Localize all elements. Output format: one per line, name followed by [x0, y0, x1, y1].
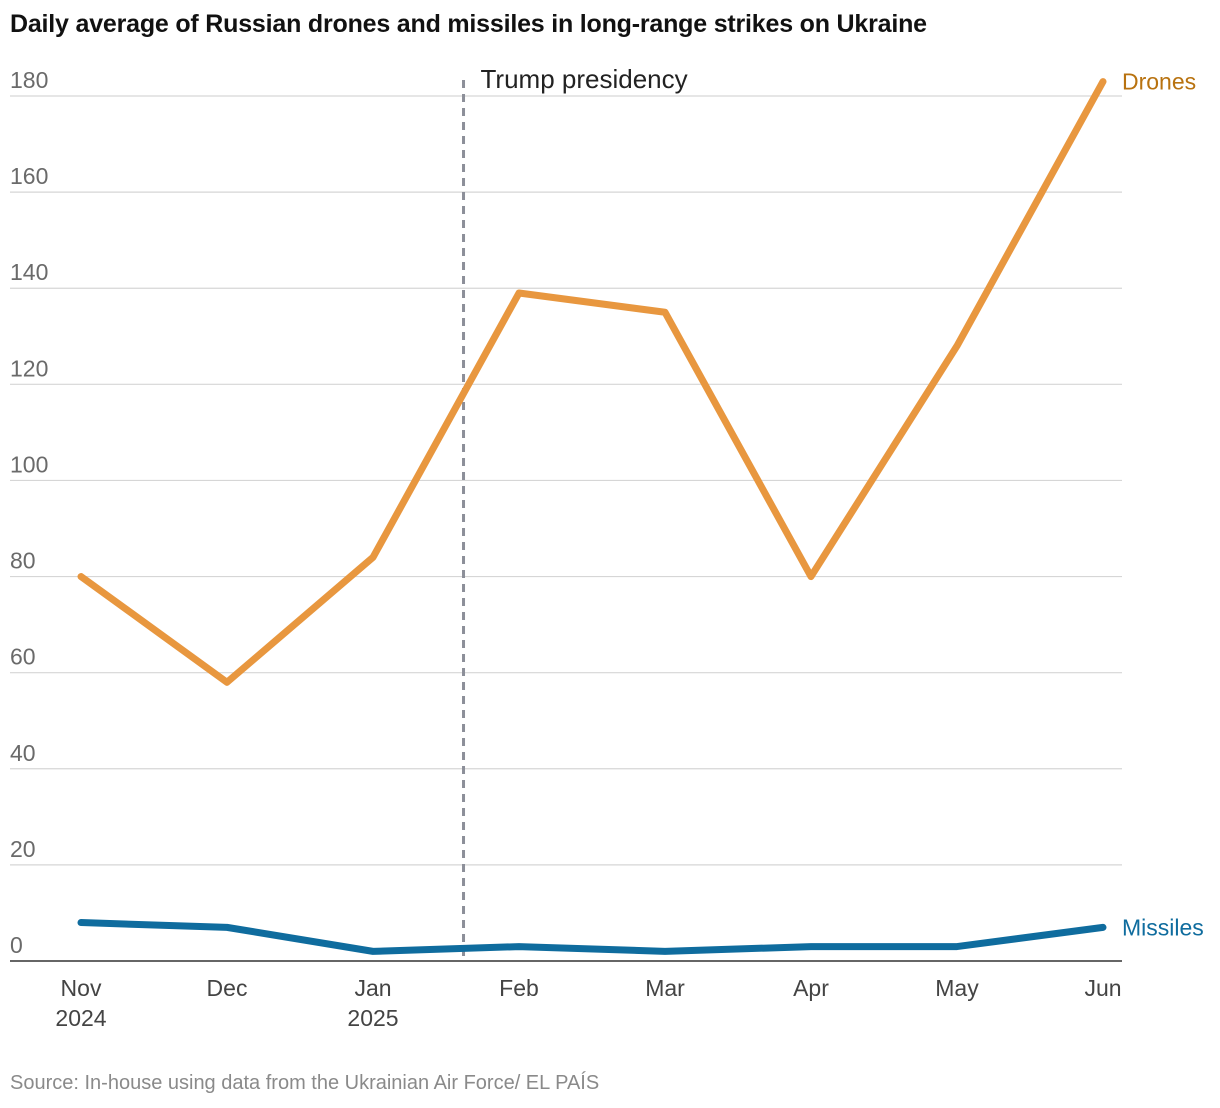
x-tick-label: Nov	[61, 975, 102, 1001]
y-tick-label: 160	[10, 163, 48, 189]
x-tick-year-label: 2025	[347, 1005, 398, 1031]
y-tick-label: 40	[10, 740, 36, 766]
x-tick-label: Dec	[207, 975, 248, 1001]
x-tick-label: Jan	[354, 975, 391, 1001]
annotation-layer: Trump presidency	[462, 64, 688, 961]
y-tick-label: 100	[10, 451, 48, 477]
grid-lines	[10, 95, 1122, 962]
series-line-drones	[77, 78, 1107, 686]
y-tick-label: 0	[10, 932, 23, 958]
x-tick-label: Apr	[793, 975, 829, 1001]
series-line-missiles	[77, 919, 1107, 955]
annotation-label: Trump presidency	[481, 64, 688, 94]
chart-title: Daily average of Russian drones and miss…	[10, 10, 927, 38]
series-label-drones: Drones	[1122, 69, 1196, 95]
series-label-missiles: Missiles	[1122, 914, 1204, 940]
x-tick-label: Jun	[1084, 975, 1121, 1001]
x-tick-year-label: 2024	[55, 1005, 106, 1031]
x-tick-label: Feb	[499, 975, 539, 1001]
y-tick-label: 140	[10, 259, 48, 285]
y-tick-label: 120	[10, 355, 48, 381]
x-tick-label: Mar	[645, 975, 685, 1001]
y-tick-label: 80	[10, 548, 36, 574]
x-tick-label: May	[935, 975, 979, 1001]
source-note: Source: In-house using data from the Ukr…	[10, 1072, 600, 1094]
y-tick-label: 20	[10, 836, 36, 862]
y-tick-label: 60	[10, 644, 36, 670]
series-layer: Drones Missiles	[77, 69, 1204, 955]
y-axis-ticks: 0 20 40 60 80 100 120 140 160 180	[10, 67, 48, 958]
x-axis-ticks: Nov 2024 Dec Jan 2025 Feb Mar Apr May Jun	[55, 975, 1121, 1031]
y-tick-label: 180	[10, 67, 48, 93]
